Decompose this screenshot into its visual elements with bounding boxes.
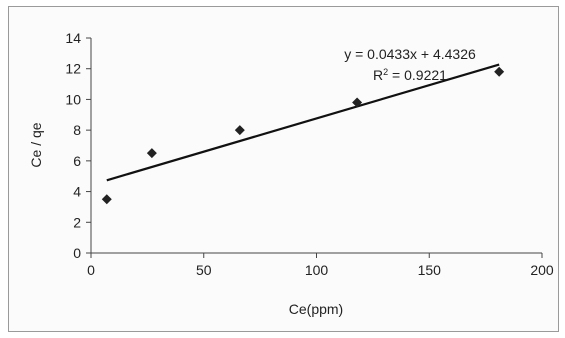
data-point xyxy=(146,148,157,159)
data-point xyxy=(352,97,363,108)
y-tick-label: 14 xyxy=(65,30,81,46)
y-tick-label: 0 xyxy=(73,245,81,261)
r-squared-value: = 0.9221 xyxy=(388,67,447,83)
trendline xyxy=(106,63,500,182)
r-squared-symbol: R xyxy=(373,67,383,83)
y-axis-title: Ce / qe xyxy=(28,122,44,167)
x-axis-title: Ce(ppm) xyxy=(289,301,343,317)
x-tick-label: 150 xyxy=(418,262,442,278)
y-tick-label: 12 xyxy=(65,61,81,77)
chart-marks xyxy=(101,63,505,205)
x-tick-label: 100 xyxy=(305,262,329,278)
x-tick-label: 0 xyxy=(87,262,95,278)
y-tick-label: 4 xyxy=(73,184,81,200)
x-tick-label: 50 xyxy=(196,262,212,278)
r-squared-label: R2 = 0.9221 xyxy=(373,67,447,83)
data-point xyxy=(101,194,112,205)
trendline-equation: y = 0.0433x + 4.4326 xyxy=(344,46,476,62)
chart-axes: 0 2 4 6 8 10 12 14 0 50 100 150 200 xyxy=(65,30,553,278)
r-squared-superscript: 2 xyxy=(383,67,388,77)
y-tick-label: 2 xyxy=(73,214,81,230)
y-tick-label: 8 xyxy=(73,122,81,138)
data-point xyxy=(234,125,245,136)
y-tick-label: 10 xyxy=(65,91,81,107)
x-tick-label: 200 xyxy=(530,262,554,278)
y-tick-label: 6 xyxy=(73,153,81,169)
data-point xyxy=(494,66,505,77)
chart-frame xyxy=(8,6,559,332)
